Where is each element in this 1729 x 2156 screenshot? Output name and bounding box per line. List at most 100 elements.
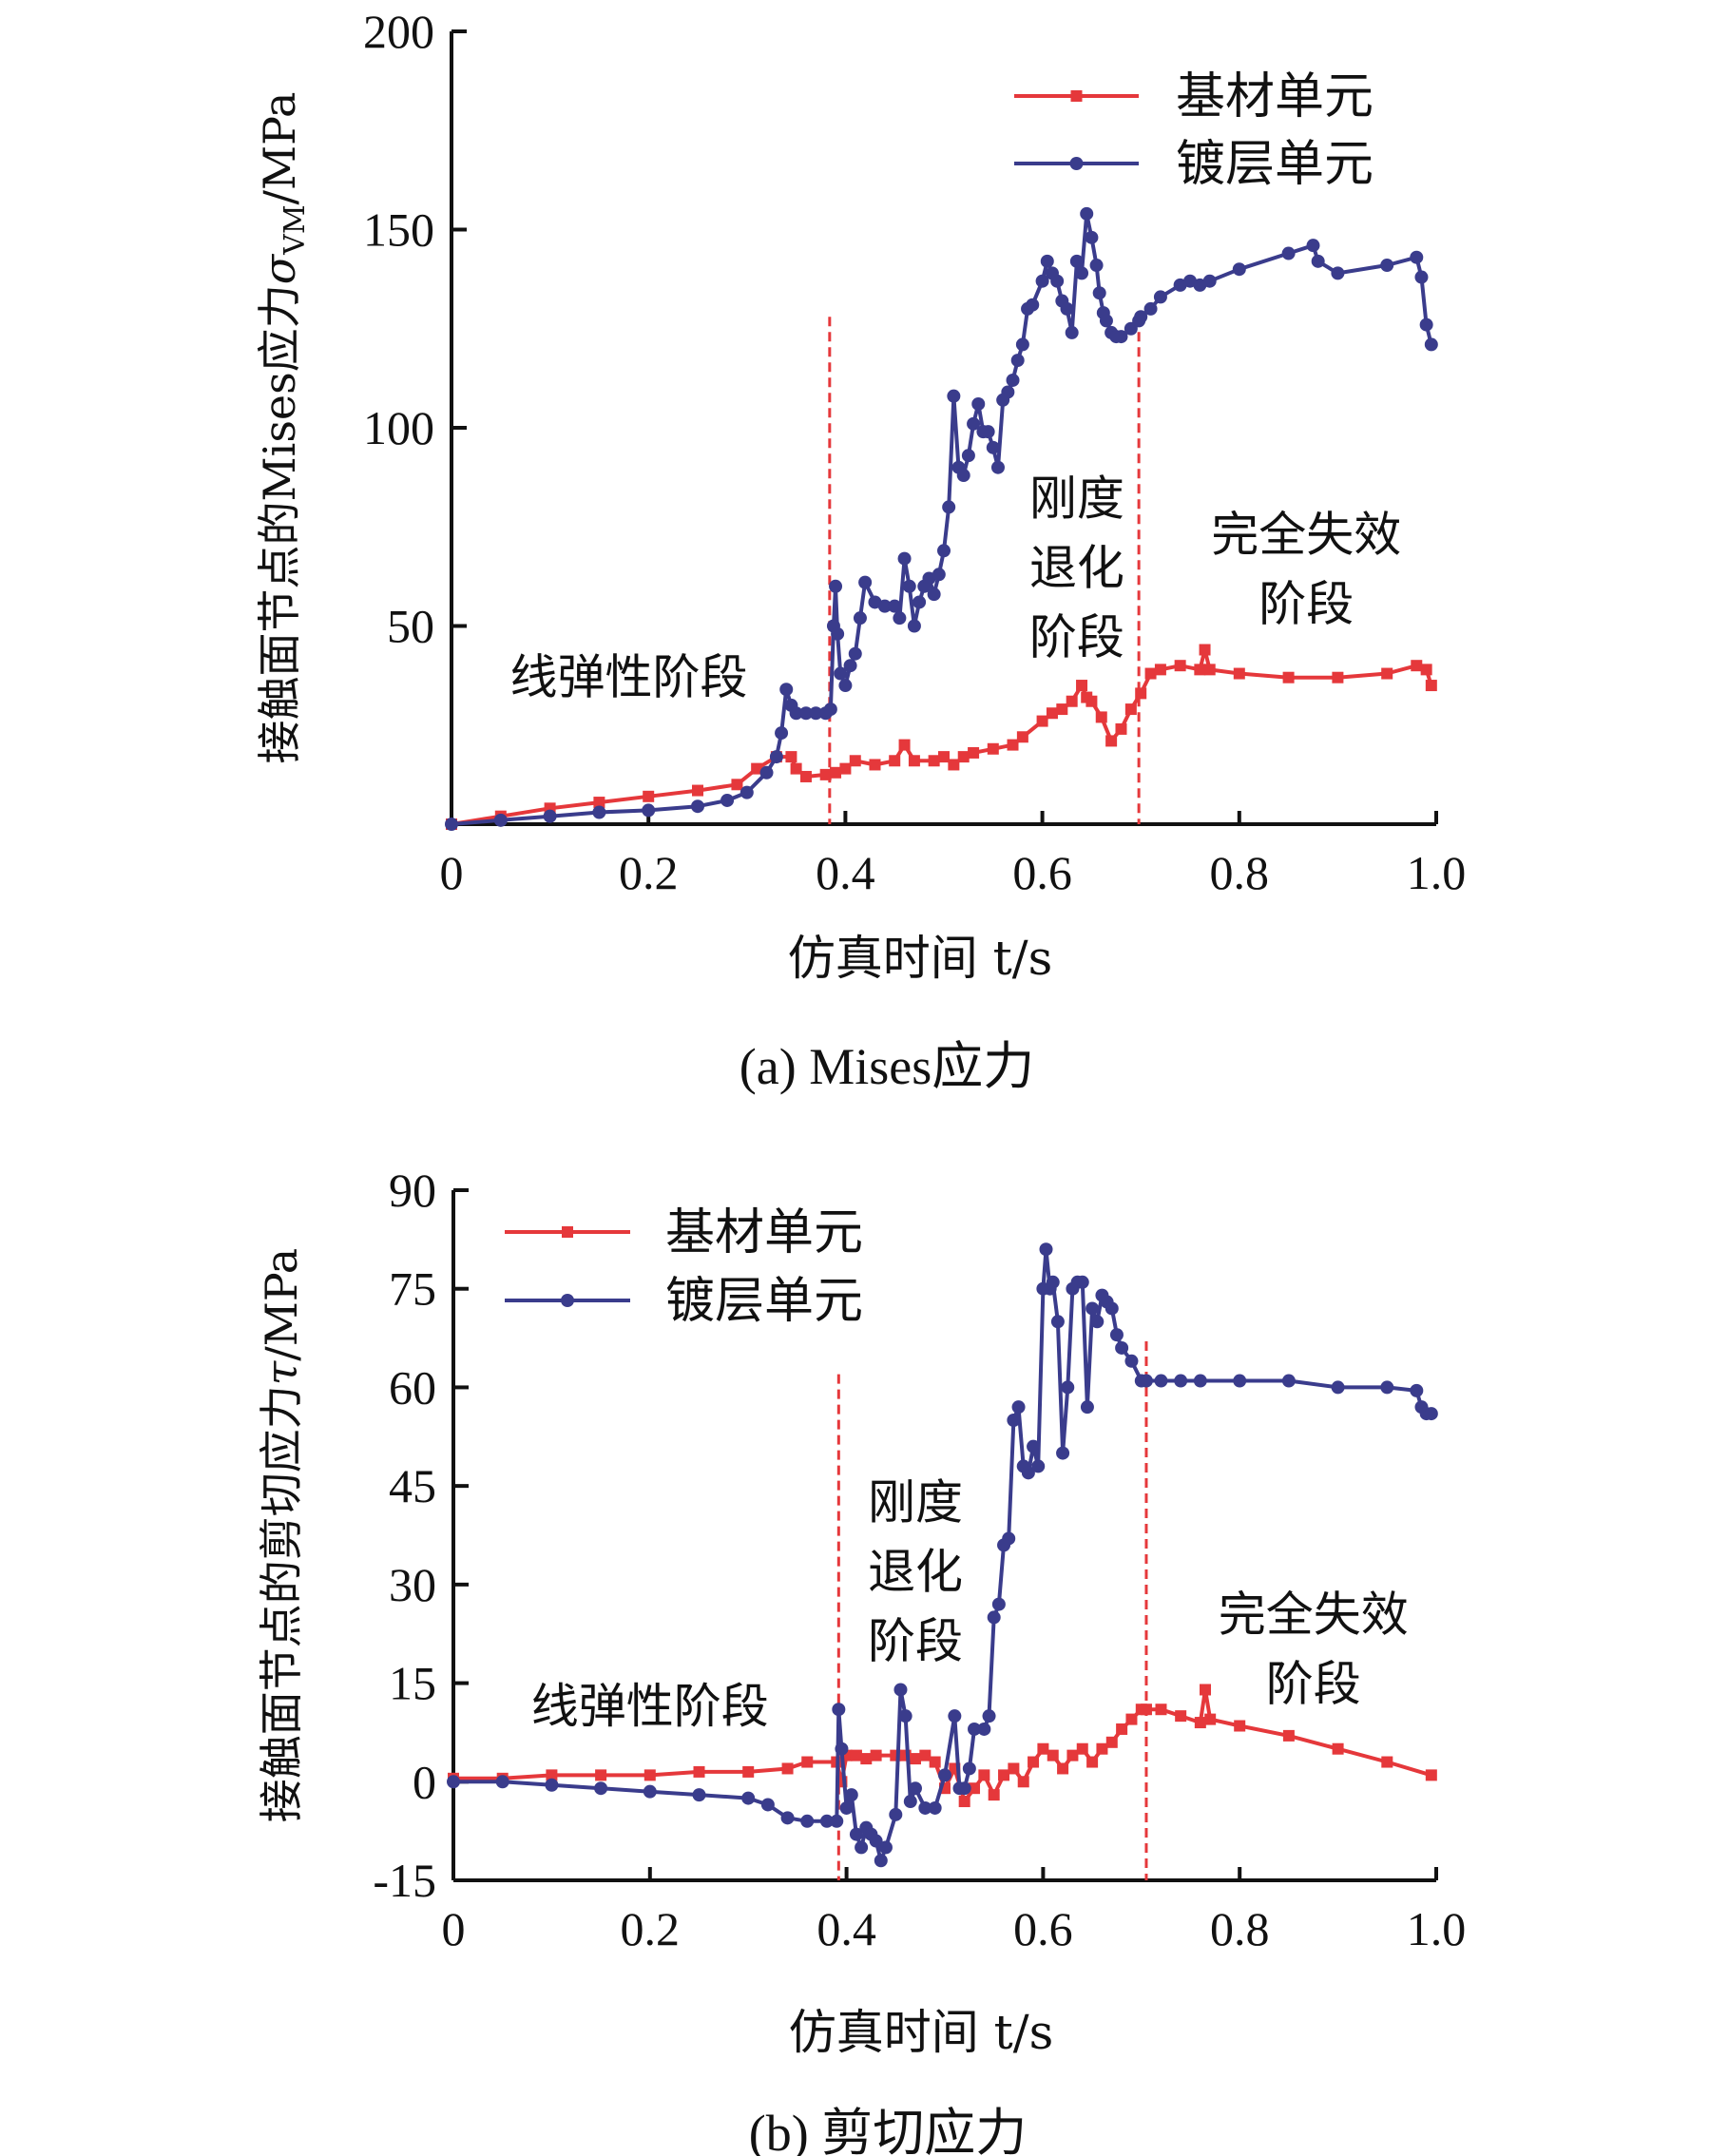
annotation-text: 刚度 <box>1029 472 1124 527</box>
annotation-text: 线弹性阶段 <box>531 1679 769 1734</box>
data-point-substrate <box>987 742 999 755</box>
legend-label: 镀层单元 <box>665 1273 863 1330</box>
data-point-coating <box>545 1778 559 1792</box>
data-point-coating <box>769 750 783 764</box>
data-point-substrate <box>1332 671 1344 683</box>
data-point-coating <box>927 587 941 602</box>
data-point-coating <box>1050 1315 1065 1329</box>
x-tick-label: 0.8 <box>1210 846 1270 899</box>
data-point-coating <box>874 1854 888 1868</box>
data-point-substrate <box>1425 1769 1437 1781</box>
data-point-coating <box>832 1703 846 1717</box>
data-point-coating <box>902 579 916 593</box>
data-point-substrate <box>1175 1710 1187 1723</box>
annotation-text: 阶段 <box>1258 576 1354 631</box>
data-point-substrate <box>830 766 842 779</box>
data-point-substrate <box>1057 1762 1069 1775</box>
data-point-substrate <box>1282 1729 1295 1742</box>
data-point-substrate <box>1046 707 1058 720</box>
data-point-coating <box>1424 337 1438 352</box>
data-point-coating <box>1069 254 1084 268</box>
data-point-substrate <box>819 768 832 780</box>
data-point-coating <box>1015 337 1029 352</box>
x-tick-label: 0.8 <box>1210 1902 1270 1955</box>
y-tick-label: 45 <box>389 1459 436 1512</box>
data-point-substrate <box>919 1749 932 1761</box>
annotation-text: 阶段 <box>1266 1656 1361 1711</box>
data-point-coating <box>869 1834 883 1848</box>
annotation-text: 完全失效 <box>1211 507 1401 562</box>
data-point-substrate <box>1115 722 1127 735</box>
data-point-coating <box>779 683 794 697</box>
data-point-coating <box>1089 259 1104 273</box>
data-point-substrate <box>1282 671 1295 683</box>
y-tick-label: 60 <box>389 1360 436 1414</box>
x-tick-label: 1.0 <box>1407 1902 1467 1955</box>
data-point-coating <box>740 785 754 799</box>
data-point-substrate <box>1066 695 1078 707</box>
y-tick-label: 30 <box>389 1558 436 1611</box>
data-point-coating <box>1035 274 1049 288</box>
data-point-coating <box>948 1709 962 1723</box>
data-point-coating <box>1233 1374 1247 1388</box>
y-tick-label: 75 <box>389 1262 436 1316</box>
x-tick-label: 1.0 <box>1407 846 1467 899</box>
data-point-coating <box>1011 1400 1026 1415</box>
data-point-substrate <box>790 762 802 775</box>
data-point-coating <box>1060 301 1074 316</box>
data-point-coating <box>1424 1407 1438 1421</box>
y-tick-label: 90 <box>389 1164 436 1217</box>
data-point-coating <box>819 1814 834 1828</box>
data-point-coating <box>1080 1400 1094 1415</box>
x-tick-label: 0.4 <box>816 846 875 899</box>
data-point-coating <box>1139 1374 1153 1388</box>
data-point-coating <box>932 568 946 582</box>
data-point-coating <box>1154 1374 1168 1388</box>
x-tick-label: 0.2 <box>621 1902 681 1955</box>
data-point-coating <box>1090 1315 1105 1329</box>
data-point-substrate <box>929 1756 941 1768</box>
legend-marker-coating <box>561 1294 574 1307</box>
data-point-coating <box>1085 1301 1100 1316</box>
data-point-coating <box>1021 1466 1035 1480</box>
data-point-coating <box>1115 1340 1129 1355</box>
data-point-coating <box>839 1800 854 1815</box>
data-point-coating <box>789 706 803 721</box>
data-point-substrate <box>1085 695 1098 707</box>
data-point-substrate <box>1096 1742 1108 1755</box>
data-point-coating <box>961 449 975 463</box>
data-point-substrate <box>751 762 763 775</box>
chart-panel-a: 0 0.2 0.4 0.6 0.8 1.0 50 100 150 200 基材单元镀层单元线弹性阶段… <box>254 5 1466 1095</box>
data-point-substrate <box>1174 660 1186 672</box>
data-point-coating <box>775 726 789 741</box>
data-point-coating <box>938 1768 951 1782</box>
data-point-substrate <box>1140 1704 1152 1716</box>
x-axis-label: 仿真时间 t/s <box>789 2005 1054 2060</box>
data-point-coating <box>1331 266 1345 280</box>
data-point-substrate <box>1105 735 1118 747</box>
data-point-substrate <box>1047 1749 1059 1761</box>
data-point-substrate <box>1066 1749 1079 1761</box>
data-point-coating <box>889 1807 903 1821</box>
data-point-coating <box>918 1800 932 1815</box>
data-point-substrate <box>1194 664 1206 676</box>
data-point-coating <box>1006 373 1020 387</box>
data-point-coating <box>1040 254 1054 268</box>
data-point-coating <box>720 793 735 807</box>
panel-caption: (b) 剪切应力 <box>749 2105 1027 2156</box>
data-point-substrate <box>1234 1720 1246 1732</box>
data-point-coating <box>1419 318 1433 332</box>
data-point-substrate <box>1204 1713 1217 1725</box>
stage-annotation: 线弹性阶段 <box>509 649 747 704</box>
data-point-coating <box>1061 1380 1075 1395</box>
data-point-coating <box>760 1798 775 1812</box>
data-point-coating <box>893 1683 908 1697</box>
y-tick-label: 150 <box>363 203 434 257</box>
data-point-coating <box>1410 1383 1424 1397</box>
data-point-coating <box>1039 1242 1053 1257</box>
data-point-coating <box>877 599 892 613</box>
data-point-substrate <box>1381 667 1393 680</box>
data-point-coating <box>957 1781 971 1796</box>
